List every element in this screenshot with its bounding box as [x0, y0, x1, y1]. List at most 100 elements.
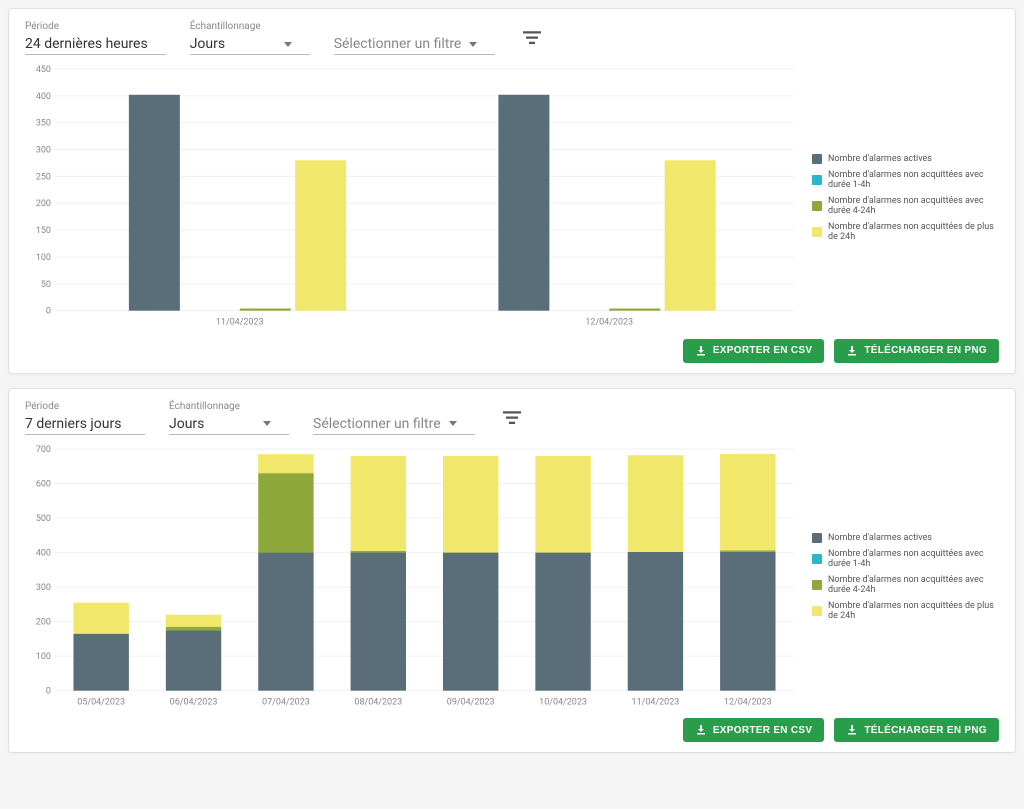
svg-text:150: 150	[36, 226, 51, 236]
download-png-button[interactable]: TÉLÉCHARGER EN PNG	[834, 339, 999, 363]
chart-area: 05010015020025030035040045011/04/202312/…	[25, 63, 804, 333]
legend-item: Nombre d'alarmes non acquittées avec dur…	[812, 170, 999, 190]
sampling-select[interactable]: Jours	[190, 34, 310, 55]
svg-text:100: 100	[36, 253, 51, 263]
download-icon	[695, 724, 707, 736]
bar	[240, 309, 291, 311]
bar	[129, 95, 180, 311]
legend-swatch	[812, 201, 822, 211]
svg-text:12/04/2023: 12/04/2023	[724, 697, 772, 707]
svg-text:200: 200	[36, 617, 51, 627]
bar-segment	[258, 454, 313, 473]
download-icon	[846, 345, 858, 357]
bar-segment	[720, 550, 775, 551]
legend-label: Nombre d'alarmes actives	[828, 533, 932, 543]
export-csv-button[interactable]: EXPORTER EN CSV	[683, 718, 825, 742]
svg-text:11/04/2023: 11/04/2023	[632, 697, 680, 707]
bar-segment	[166, 614, 221, 626]
bar-segment	[443, 552, 498, 690]
svg-text:11/04/2023: 11/04/2023	[216, 318, 264, 328]
period-select[interactable]: 24 dernières heures	[25, 34, 166, 55]
svg-text:0: 0	[46, 686, 51, 696]
bar-segment	[443, 456, 498, 553]
filter-icon[interactable]	[503, 411, 521, 425]
bar-segment	[258, 473, 313, 552]
controls-row: Période 24 dernières heures Échantillonnag…	[25, 21, 999, 55]
svg-text:07/04/2023: 07/04/2023	[262, 697, 310, 707]
chart-grouped: 05010015020025030035040045011/04/202312/…	[25, 63, 804, 333]
bar-segment	[535, 456, 590, 553]
legend-swatch	[812, 580, 822, 590]
controls-row: Période 7 derniers jours Échantillonnage Jo…	[25, 401, 999, 435]
legend-label: Nombre d'alarmes non acquittées avec dur…	[828, 575, 999, 595]
legend-label: Nombre d'alarmes non acquittées avec dur…	[828, 170, 999, 190]
download-png-button[interactable]: TÉLÉCHARGER EN PNG	[834, 718, 999, 742]
bar-segment	[628, 552, 683, 691]
bar-segment	[351, 550, 406, 552]
legend-swatch	[812, 175, 822, 185]
svg-text:09/04/2023: 09/04/2023	[447, 697, 495, 707]
legend-item: Nombre d'alarmes non acquittées avec dur…	[812, 575, 999, 595]
dashboard-panel: Période 7 derniers jours Échantillonnage Jo…	[8, 388, 1016, 754]
filter-select[interactable]: Sélectionner un filtre	[334, 34, 496, 55]
bar-segment	[720, 453, 775, 550]
filter-select[interactable]: Sélectionner un filtre	[313, 414, 475, 435]
legend-swatch	[812, 533, 822, 543]
svg-text:450: 450	[36, 65, 51, 75]
dashboard-panel: Période 24 dernières heures Échantillonnag…	[8, 8, 1016, 374]
sampling-label: Échantillonnage	[190, 21, 310, 32]
bar-segment	[166, 630, 221, 690]
svg-text:300: 300	[36, 583, 51, 593]
svg-text:500: 500	[36, 514, 51, 524]
legend-label: Nombre d'alarmes non acquittées avec dur…	[828, 549, 999, 569]
sampling-label: Échantillonnage	[169, 401, 289, 412]
legend-label: Nombre d'alarmes non acquittées avec dur…	[828, 196, 999, 216]
svg-text:08/04/2023: 08/04/2023	[354, 697, 402, 707]
legend-label: Nombre d'alarmes actives	[828, 154, 932, 164]
chart-area: 010020030040050060070005/04/202306/04/20…	[25, 443, 804, 713]
svg-text:250: 250	[36, 172, 51, 182]
bar-segment	[351, 552, 406, 690]
svg-text:10/04/2023: 10/04/2023	[539, 697, 587, 707]
legend-swatch	[812, 554, 822, 564]
svg-text:600: 600	[36, 479, 51, 489]
svg-text:100: 100	[36, 652, 51, 662]
filter-icon[interactable]	[523, 31, 541, 45]
bar-segment	[720, 552, 775, 691]
legend: Nombre d'alarmes actives Nombre d'alarmes…	[804, 443, 999, 713]
export-csv-button[interactable]: EXPORTER EN CSV	[683, 339, 825, 363]
bar-segment	[258, 552, 313, 690]
bar	[498, 95, 549, 311]
bar-segment	[628, 455, 683, 552]
period-label: Période	[25, 21, 166, 32]
svg-text:300: 300	[36, 146, 51, 156]
legend-label: Nombre d'alarmes non acquittées de plus …	[828, 222, 999, 242]
legend-item: Nombre d'alarmes actives	[812, 154, 999, 164]
svg-text:0: 0	[46, 307, 51, 317]
legend-item: Nombre d'alarmes non acquittées de plus …	[812, 601, 999, 621]
period-label: Période	[25, 401, 145, 412]
bar-segment	[73, 602, 128, 633]
legend-swatch	[812, 227, 822, 237]
legend-item: Nombre d'alarmes non acquittées de plus …	[812, 222, 999, 242]
svg-text:400: 400	[36, 92, 51, 102]
svg-text:12/04/2023: 12/04/2023	[585, 318, 633, 328]
period-select[interactable]: 7 derniers jours	[25, 414, 145, 435]
bar	[295, 160, 346, 310]
legend-item: Nombre d'alarmes non acquittées avec dur…	[812, 549, 999, 569]
legend-swatch	[812, 606, 822, 616]
bar-segment	[73, 633, 128, 690]
bar-segment	[535, 552, 590, 690]
bar	[609, 309, 660, 311]
bar	[665, 160, 716, 310]
chart-row: 05010015020025030035040045011/04/202312/…	[25, 63, 999, 333]
svg-text:200: 200	[36, 199, 51, 209]
svg-text:400: 400	[36, 548, 51, 558]
chart-row: 010020030040050060070005/04/202306/04/20…	[25, 443, 999, 713]
bar-segment	[166, 626, 221, 629]
download-icon	[695, 345, 707, 357]
sampling-select[interactable]: Jours	[169, 414, 289, 435]
chart-stacked: 010020030040050060070005/04/202306/04/20…	[25, 443, 804, 713]
legend-item: Nombre d'alarmes non acquittées avec dur…	[812, 196, 999, 216]
svg-text:50: 50	[41, 280, 51, 290]
